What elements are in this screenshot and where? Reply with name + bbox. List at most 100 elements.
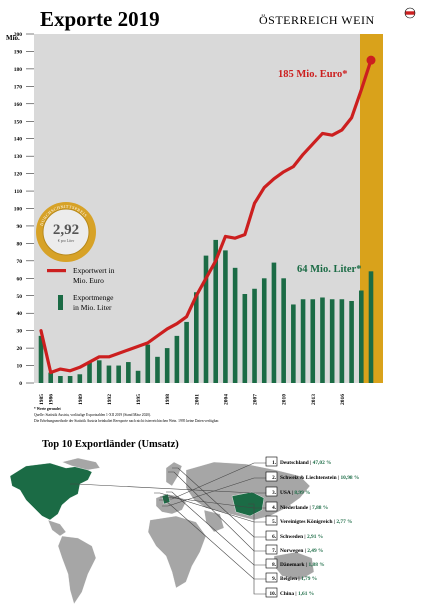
y-unit-label: Mio. xyxy=(6,34,20,42)
leader-line xyxy=(70,483,266,494)
x-tick-label: 1995 xyxy=(136,394,142,405)
legend-bar-label: Exportmenge in Mio. Liter xyxy=(73,293,115,312)
country-row: 2. Schweiz & Liechtenstein | 10,98 % xyxy=(265,471,359,482)
country-row: 9. Belgien | 1,79 % xyxy=(265,572,317,583)
x-tick-label: 1986 xyxy=(49,394,55,405)
country-name: Deutschland | xyxy=(280,460,313,466)
value-line xyxy=(39,58,373,375)
country-row: 8. Dänemark | 1,88 % xyxy=(265,558,325,569)
leader-line xyxy=(159,499,266,580)
map-south-america xyxy=(57,535,97,605)
volume-bar-2011 xyxy=(291,304,296,383)
y-tick-label: 190 xyxy=(14,49,23,55)
country-rank: 2. xyxy=(272,475,277,481)
y-tick-label: 180 xyxy=(14,67,23,73)
rank-box xyxy=(265,572,278,583)
country-name: Vereinigtes Königreich | xyxy=(280,519,336,525)
country-share: 47,02 % xyxy=(313,460,332,466)
rank-box xyxy=(265,544,278,555)
country-rank: 9. xyxy=(272,576,277,582)
y-tick-label: 140 xyxy=(14,137,23,143)
badge-inner-disc xyxy=(42,208,90,256)
volume-bar-2009 xyxy=(271,262,277,383)
map-scandinavia xyxy=(165,461,183,487)
volume-bar-2008 xyxy=(261,278,267,383)
country-label: Niederlande | 7,88 % xyxy=(280,505,328,511)
country-share: 2,77 % xyxy=(336,519,352,525)
volume-bar-1985 xyxy=(38,335,44,383)
country-label: Belgien | 1,79 % xyxy=(280,576,317,582)
country-name: Norwegen | xyxy=(280,548,307,554)
y-tick-label: 150 xyxy=(14,119,23,125)
country-rank: 4. xyxy=(272,505,277,511)
volume-bar-2000 xyxy=(184,321,189,383)
volume-bar-1995 xyxy=(135,370,141,383)
map-africa xyxy=(147,515,207,589)
y-tick-label: 30 xyxy=(17,329,23,335)
country-label: Deutschland | 47,02 % xyxy=(280,460,332,466)
value-line-end-marker xyxy=(366,55,376,65)
year-2019-highlight xyxy=(360,34,383,383)
volume-bar-2004 xyxy=(223,250,228,383)
map-greenland-arctic xyxy=(61,457,101,471)
legend-line-swatch xyxy=(47,269,66,273)
country-share: 10,98 % xyxy=(340,475,359,481)
export-chart: 0 10 20 30 40 50 60 70 80 90 100 110 120 130 140 150 160… xyxy=(14,32,383,405)
volume-bars xyxy=(38,239,374,383)
country-rank: 7. xyxy=(272,548,277,554)
x-tick-label: 2010 xyxy=(282,394,288,405)
leader-line xyxy=(166,491,266,566)
leader-line xyxy=(162,477,266,507)
brand-logo: ÖSTERREICH WEIN xyxy=(259,7,416,27)
map-leader-lines xyxy=(70,462,266,595)
country-name: Dänemark | xyxy=(280,562,308,568)
x-tick-label: 1998 xyxy=(165,394,171,405)
volume-bar-2018 xyxy=(358,290,364,383)
legend-bar-swatch xyxy=(58,295,63,310)
country-name: Belgien | xyxy=(280,576,301,582)
volume-bar-2001 xyxy=(193,292,199,383)
country-rank: 5. xyxy=(272,519,277,525)
country-name: Schweden | xyxy=(280,534,307,540)
volume-bar-2019 xyxy=(368,271,374,383)
country-label: Dänemark | 1,88 % xyxy=(280,562,325,568)
leader-line xyxy=(160,496,266,509)
rank-box xyxy=(265,587,278,598)
volume-bar-1996 xyxy=(145,344,151,383)
volume-bar-1992 xyxy=(106,365,112,383)
x-tick-label: 2007 xyxy=(253,394,259,405)
footnote-rounded: * Werte gerundet xyxy=(34,407,61,411)
country-name: Niederlande | xyxy=(280,505,312,511)
volume-bar-1987 xyxy=(58,376,63,383)
country-name: Schweiz & Liechtenstein | xyxy=(280,475,340,481)
y-tick-label: 90 xyxy=(17,224,23,230)
y-tick-label: 70 xyxy=(17,259,23,265)
volume-bar-2006 xyxy=(242,294,248,383)
brand-roundel-stripe xyxy=(405,11,415,15)
rank-box xyxy=(265,471,278,482)
rank-box xyxy=(265,558,278,569)
x-tick-label: 2001 xyxy=(194,394,200,405)
country-label: Schweiz & Liechtenstein | 10,98 % xyxy=(280,475,359,481)
x-tick-label: 2019 xyxy=(369,394,375,405)
map-central-america xyxy=(47,519,67,537)
legend-line-label: Exportwert in Mio. Euro xyxy=(73,266,116,285)
map-title: Top 10 Exportländer (Umsatz) xyxy=(42,439,179,450)
map-india xyxy=(203,509,225,533)
volume-bar-2007 xyxy=(252,288,257,383)
x-axis: 1985 1986 1989 1992 1995 1998 2001 2004 2007 2010… xyxy=(39,394,375,405)
y-tick-label: 50 xyxy=(17,294,23,300)
country-row: 3. USA | 8,99 % xyxy=(265,486,311,497)
y-tick-label: 40 xyxy=(17,311,23,317)
volume-bar-2015 xyxy=(329,299,335,383)
country-share: 7,88 % xyxy=(312,505,328,511)
country-row: 7. Norwegen | 2,49 % xyxy=(265,544,323,555)
volume-bar-2010 xyxy=(281,278,286,383)
volume-bar-2005 xyxy=(232,267,238,383)
volume-bar-1989 xyxy=(77,374,83,383)
top10-country-list: 1. Deutschland | 47,02 % 2. Schweiz & Liech… xyxy=(265,456,359,598)
y-tick-label: 80 xyxy=(17,241,23,247)
volume-bar-1997 xyxy=(155,356,160,383)
volume-bar-1990 xyxy=(87,362,92,383)
country-row: 6. Schweden | 2,91 % xyxy=(265,530,323,541)
